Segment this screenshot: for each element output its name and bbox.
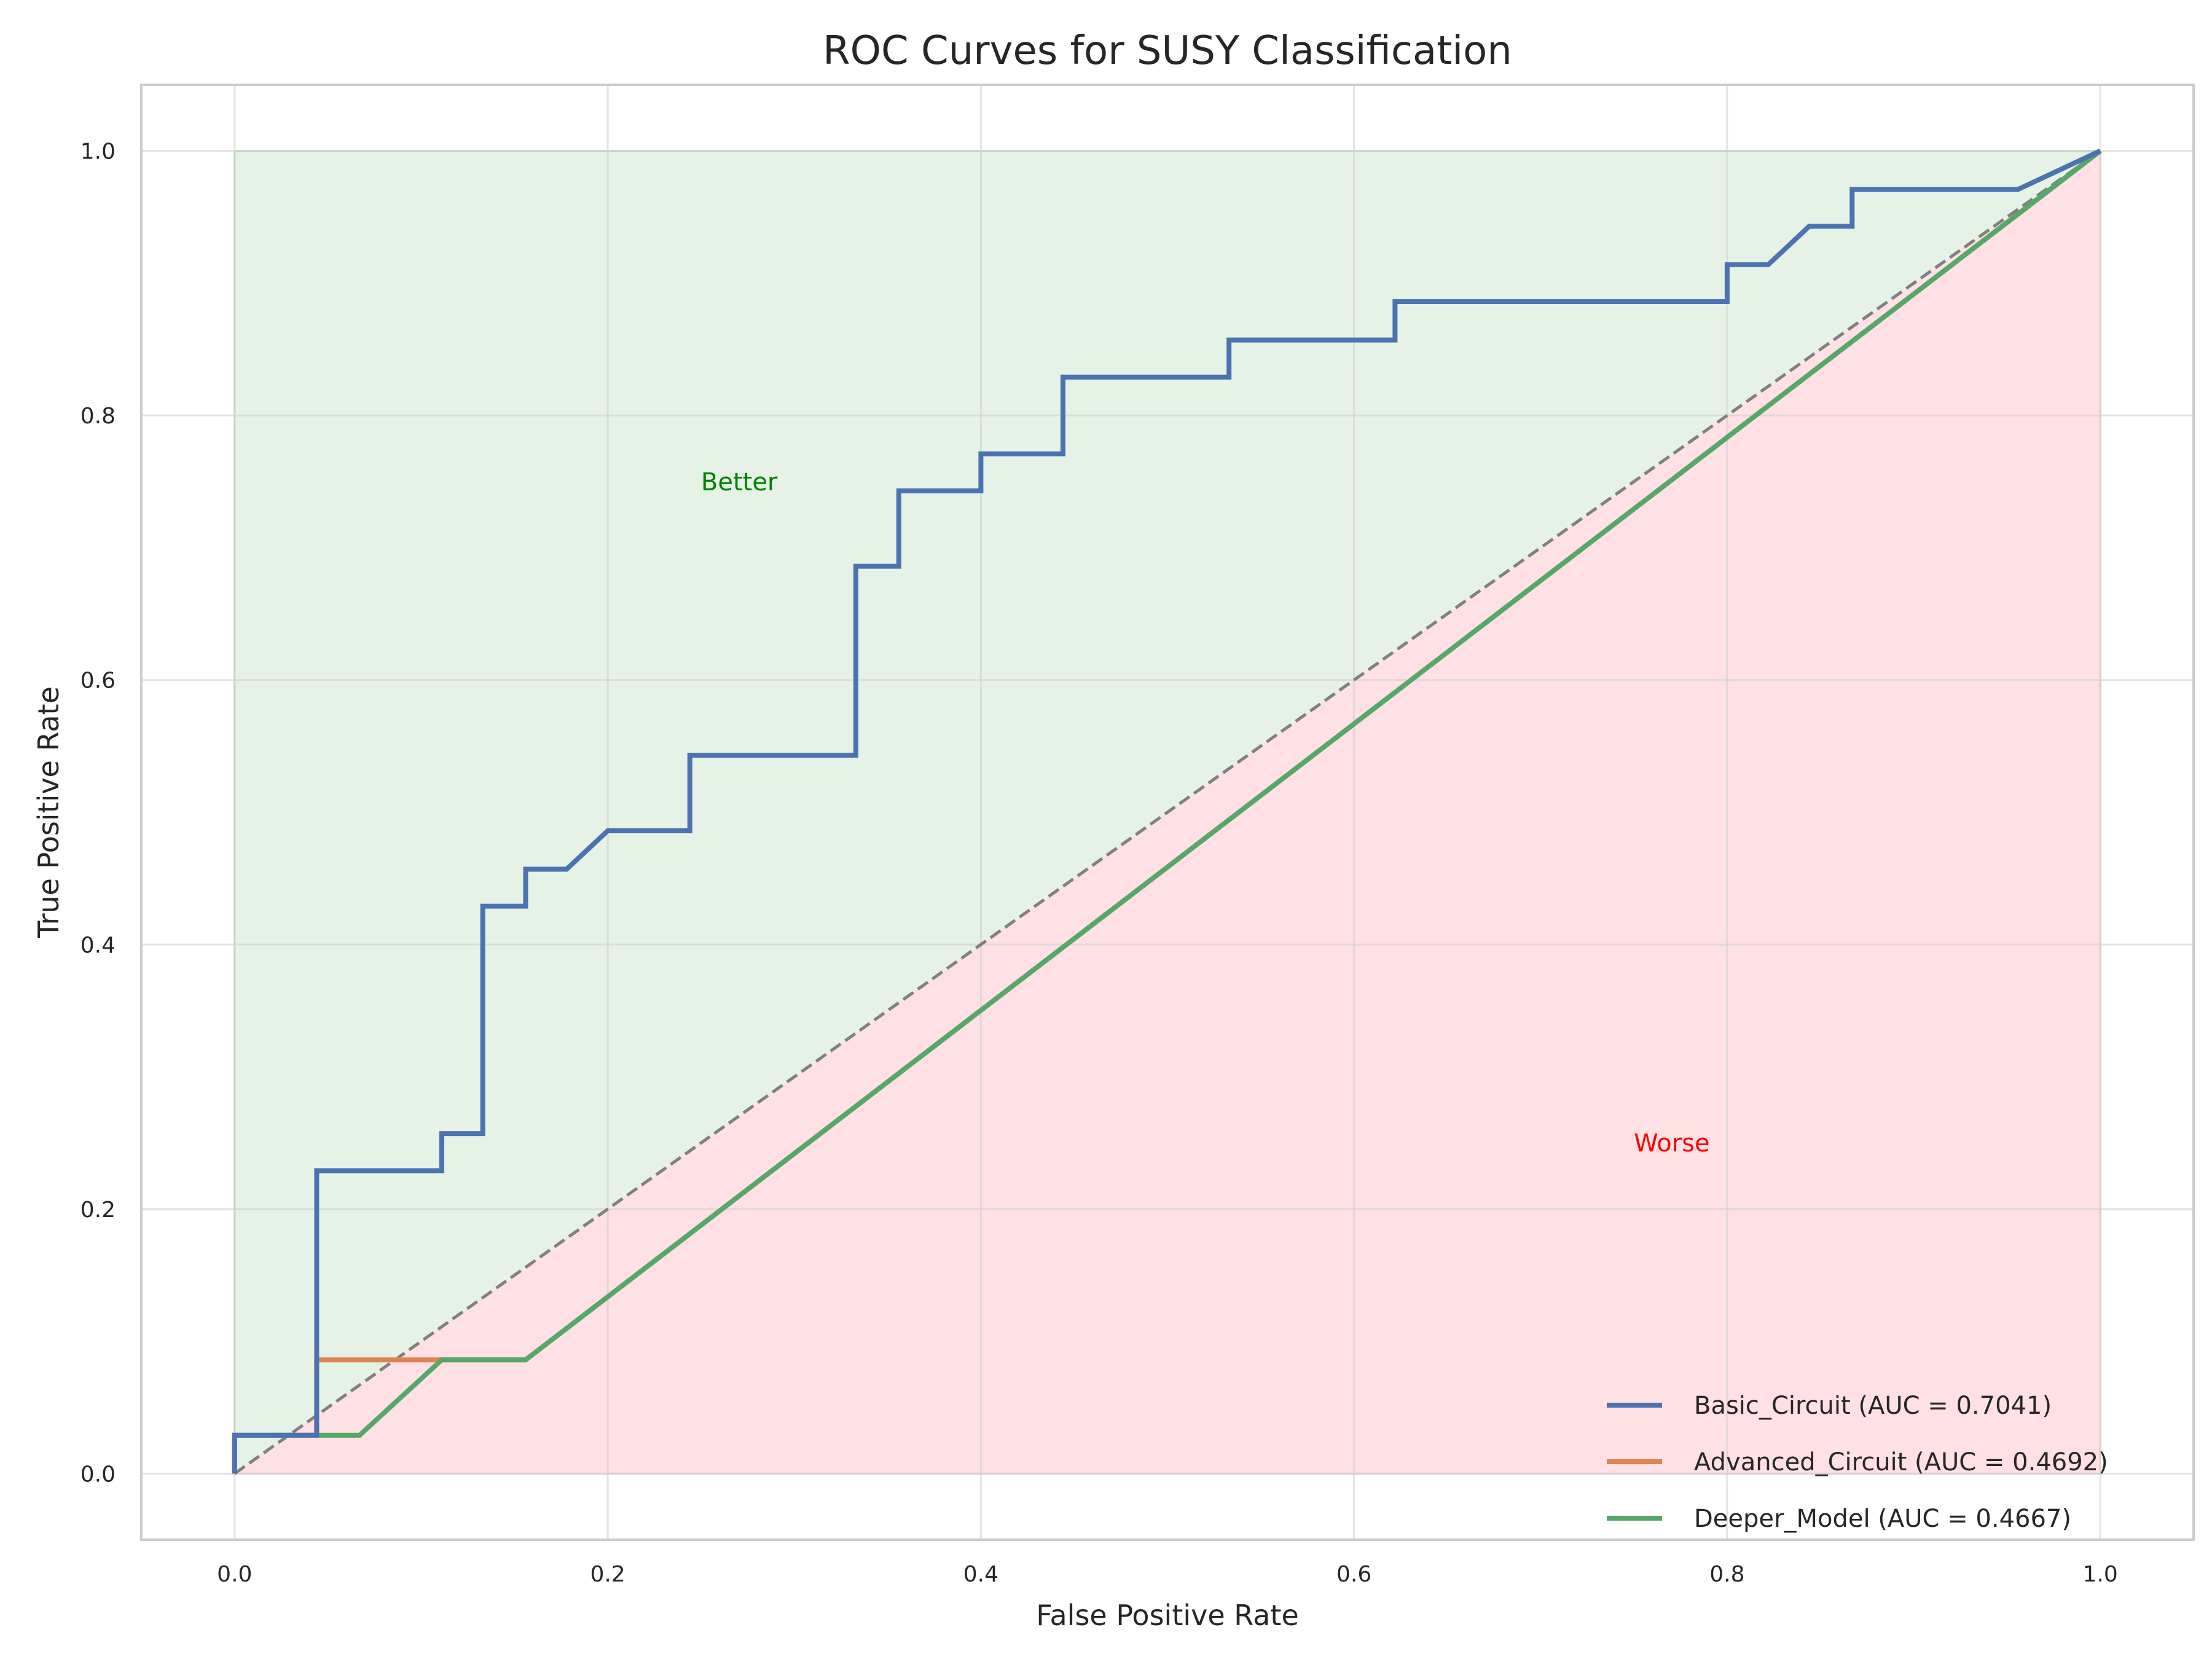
region-label-worse: Worse [1634, 1129, 1710, 1158]
y-tick-label: 0.6 [80, 668, 116, 694]
y-ticks: 0.0 0.2 0.4 0.6 0.8 1.0 [80, 139, 116, 1488]
plot-frame [140, 84, 2195, 1541]
x-tick-label: 0.0 [217, 1562, 252, 1587]
grid-layer [141, 85, 2194, 1540]
series-layer [232, 148, 2102, 1474]
y-tick-label: 0.2 [80, 1198, 116, 1223]
x-tick-label: 0.8 [1709, 1562, 1744, 1587]
x-tick-label: 1.0 [2083, 1562, 2118, 1587]
legend-entry-0: Basic_Circuit (AUC = 0.7041) [1694, 1392, 2052, 1420]
x-ticks: 0.0 0.2 0.4 0.6 0.8 1.0 [217, 1562, 2118, 1587]
x-tick-label: 0.6 [1336, 1562, 1371, 1587]
legend: Basic_Circuit (AUC = 0.7041) Advanced_Cir… [1607, 1392, 2108, 1533]
chart-title: ROC Curves for SUSY Classification [823, 28, 1512, 74]
legend-entry-1: Advanced_Circuit (AUC = 0.4692) [1694, 1448, 2108, 1476]
x-axis-label: False Positive Rate [1036, 1599, 1299, 1632]
x-tick-label: 0.2 [590, 1562, 625, 1587]
random-reference-line [233, 149, 2101, 1475]
reference-layer [233, 149, 2101, 1475]
y-tick-label: 1.0 [80, 139, 116, 165]
x-tick-label: 0.4 [963, 1562, 998, 1587]
y-tick-label: 0.4 [80, 933, 116, 958]
legend-entry-2: Deeper_Model (AUC = 0.4667) [1694, 1505, 2071, 1533]
annotation-layer: Better Worse [701, 468, 1710, 1158]
region-label-better: Better [701, 468, 778, 496]
y-axis-label: True Positive Rate [32, 686, 65, 939]
y-tick-label: 0.8 [80, 404, 116, 429]
y-tick-label: 0.0 [80, 1462, 116, 1487]
series-line-0 [232, 148, 2101, 1474]
